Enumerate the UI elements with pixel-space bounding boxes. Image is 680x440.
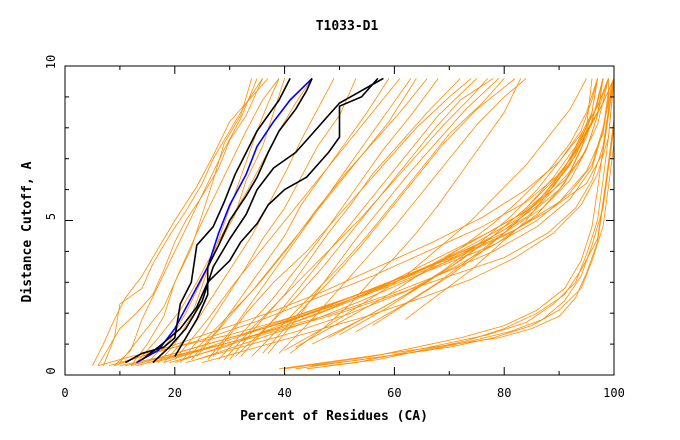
series-line-0: [136, 77, 313, 364]
series-line-7: [114, 78, 258, 366]
series-line-60: [306, 78, 615, 370]
series-line-46: [136, 78, 604, 367]
x-tick-label-0: 0: [61, 386, 68, 400]
series-line-41: [202, 78, 615, 363]
y-axis-label: Distance Cutoff, A: [20, 161, 35, 302]
series-line-22: [185, 78, 417, 360]
series-line-44: [169, 78, 604, 363]
series-line-24: [97, 78, 263, 366]
series-line-23: [119, 78, 280, 363]
series-line-45: [196, 78, 604, 360]
series-line-18: [196, 78, 428, 357]
series-line-17: [251, 78, 505, 357]
series-line-15: [229, 78, 461, 360]
series-line-3: [141, 77, 379, 361]
series-line-38: [174, 78, 615, 363]
series-line-52: [355, 78, 615, 333]
x-tick-label-20: 20: [168, 386, 182, 400]
x-tick-label-40: 40: [277, 386, 291, 400]
series-line-49: [339, 78, 604, 336]
series-line-6: [103, 78, 263, 366]
series-group: [92, 77, 615, 370]
y-tick-label-5: 5: [44, 213, 58, 220]
series-line-58: [328, 78, 615, 367]
series-line-11: [179, 78, 357, 363]
series-line-19: [212, 78, 472, 357]
series-line-34: [141, 78, 615, 363]
series-line-48: [311, 78, 609, 345]
ticks-group: [64, 65, 615, 376]
series-line-40: [185, 78, 598, 363]
series-line-50: [372, 78, 609, 326]
series-line-16: [240, 78, 478, 357]
series-line-8: [130, 78, 253, 366]
chart-title: T1033-D1: [316, 19, 379, 34]
series-line-31: [223, 78, 488, 360]
series-line-51: [328, 78, 598, 339]
series-line-12: [191, 78, 390, 360]
y-tick-label-10: 10: [44, 55, 58, 69]
series-line-59: [284, 78, 609, 370]
series-line-54: [295, 78, 598, 348]
x-axis-label: Percent of Residues (CA): [240, 409, 428, 424]
x-tick-label-60: 60: [387, 386, 401, 400]
series-line-43: [114, 78, 598, 367]
series-line-2: [152, 77, 384, 364]
series-line-4: [174, 78, 313, 357]
x-tick-label-80: 80: [497, 386, 511, 400]
series-line-30: [158, 78, 280, 363]
series-line-20: [262, 78, 516, 354]
tick-labels-group: 0 20 40 60 80 100 0 5 10: [44, 55, 625, 400]
series-line-27: [278, 78, 527, 354]
x-tick-label-100: 100: [603, 386, 625, 400]
series-line-47: [284, 78, 587, 351]
series-line-5: [92, 78, 269, 366]
series-line-1: [125, 78, 291, 364]
series-line-28: [289, 78, 522, 354]
y-tick-label-0: 0: [44, 367, 58, 374]
series-line-21: [174, 78, 401, 360]
series-line-32: [97, 78, 615, 367]
series-line-53: [405, 78, 615, 320]
